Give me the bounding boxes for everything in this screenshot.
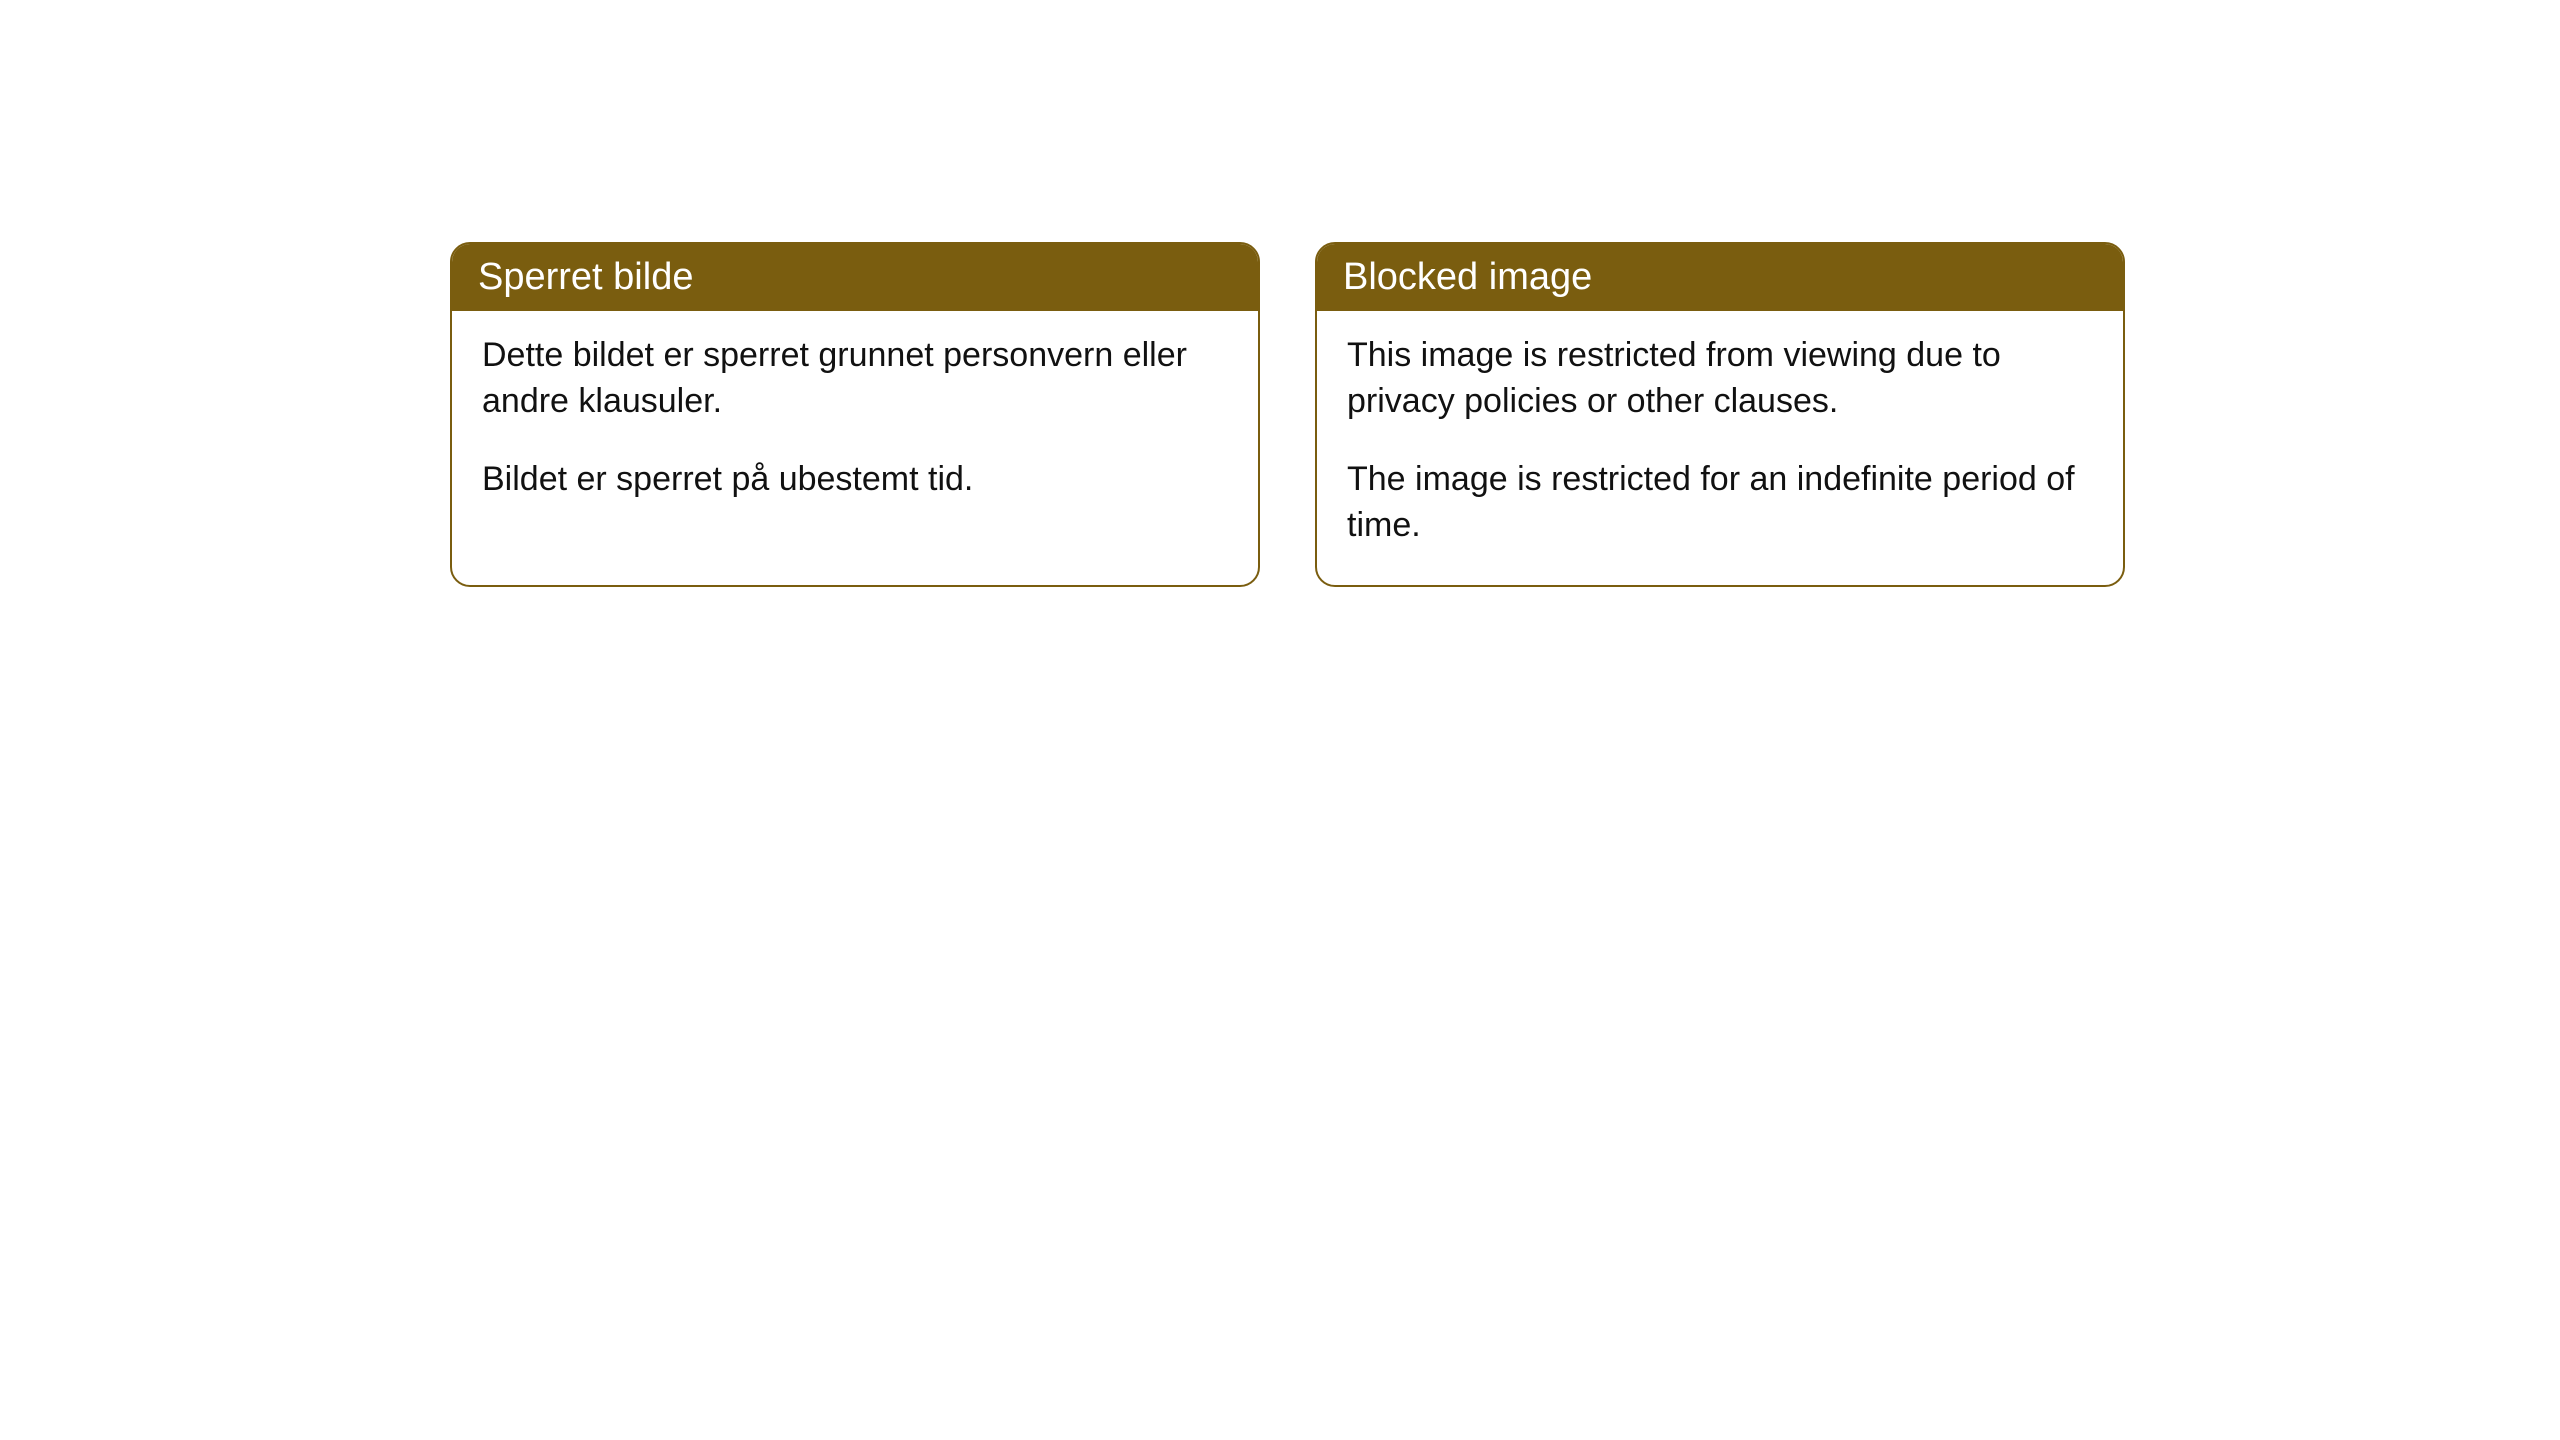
card-norwegian: Sperret bilde Dette bildet er sperret gr… [450,242,1260,587]
card-english: Blocked image This image is restricted f… [1315,242,2125,587]
card-paragraph: Bildet er sperret på ubestemt tid. [482,457,1228,503]
cards-container: Sperret bilde Dette bildet er sperret gr… [450,242,2125,587]
card-paragraph: This image is restricted from viewing du… [1347,333,2093,425]
card-header-english: Blocked image [1317,244,2123,311]
card-paragraph: Dette bildet er sperret grunnet personve… [482,333,1228,425]
card-paragraph: The image is restricted for an indefinit… [1347,457,2093,549]
card-body-english: This image is restricted from viewing du… [1317,311,2123,585]
card-header-norwegian: Sperret bilde [452,244,1258,311]
card-body-norwegian: Dette bildet er sperret grunnet personve… [452,311,1258,539]
